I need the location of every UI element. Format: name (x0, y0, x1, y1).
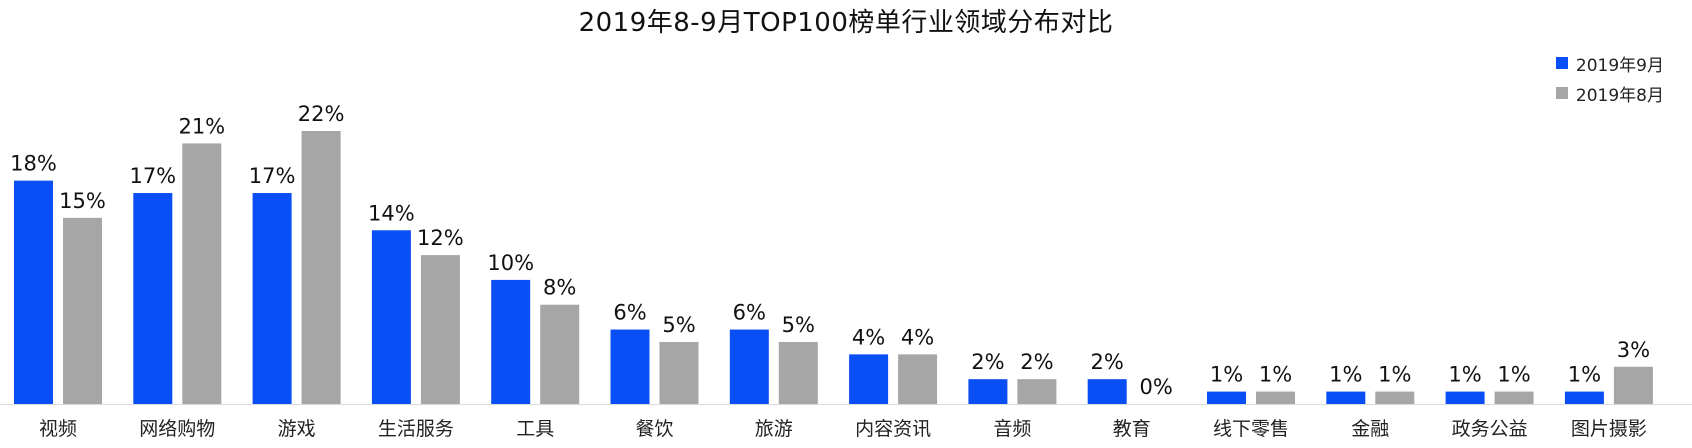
category-label-5: 餐饮 (635, 418, 673, 440)
data-label-aug-10: 1% (1259, 363, 1292, 387)
data-label-aug-8: 2% (1020, 350, 1053, 374)
bar-aug-4 (540, 304, 580, 404)
data-label-aug-13: 3% (1617, 338, 1650, 362)
data-label-sep-3: 14% (368, 201, 415, 225)
data-label-sep-7: 4% (852, 325, 885, 349)
legend-item-sep: 2019年9月 (1555, 48, 1664, 78)
data-label-aug-1: 21% (178, 114, 225, 138)
data-label-sep-12: 1% (1448, 363, 1481, 387)
legend-item-aug: 2019年8月 (1555, 78, 1664, 108)
bar-aug-3 (420, 255, 460, 404)
bar-sep-0 (14, 180, 53, 404)
data-label-sep-4: 10% (487, 251, 534, 275)
category-label-1: 网络购物 (139, 418, 215, 440)
category-label-6: 旅游 (755, 418, 793, 440)
data-label-sep-11: 1% (1329, 363, 1362, 387)
category-label-2: 游戏 (278, 418, 316, 440)
category-label-3: 生活服务 (378, 418, 454, 440)
bar-aug-0 (63, 217, 102, 404)
legend-label-aug: 2019年8月 (1575, 85, 1664, 106)
bar-aug-5 (659, 341, 699, 404)
bar-aug-7 (898, 354, 938, 404)
data-label-sep-10: 1% (1210, 363, 1243, 387)
bar-sep-1 (133, 193, 173, 404)
bar-sep-3 (371, 230, 411, 404)
data-label-aug-0: 15% (59, 189, 106, 213)
data-label-aug-11: 1% (1378, 363, 1411, 387)
data-label-sep-1: 17% (129, 164, 176, 188)
bar-aug-8 (1017, 379, 1057, 404)
category-label-0: 视频 (39, 418, 77, 440)
bar-sep-10 (1207, 391, 1246, 404)
bar-sep-7 (849, 354, 889, 404)
data-label-sep-5: 6% (613, 301, 646, 325)
bar-sep-2 (252, 193, 292, 404)
bar-sep-9 (1087, 379, 1127, 404)
bar-sep-8 (968, 379, 1008, 404)
data-label-aug-2: 22% (298, 102, 345, 126)
legend-label-sep: 2019年9月 (1575, 55, 1664, 76)
legend: 2019年9月 2019年8月 (1555, 48, 1664, 108)
legend-swatch-sep (1555, 57, 1568, 69)
data-label-aug-3: 12% (417, 226, 464, 250)
data-label-aug-6: 5% (782, 313, 815, 337)
data-label-aug-5: 5% (662, 313, 695, 337)
bar-aug-10 (1256, 391, 1295, 404)
data-label-sep-0: 18% (10, 152, 57, 176)
data-label-sep-8: 2% (971, 350, 1004, 374)
data-label-sep-9: 2% (1091, 350, 1124, 374)
bar-aug-12 (1494, 391, 1534, 404)
legend-swatch-aug (1555, 87, 1568, 99)
category-label-4: 工具 (516, 418, 554, 440)
chart-title: 2019年8-9月TOP100榜单行业领域分布对比 (578, 8, 1114, 38)
bar-sep-4 (491, 279, 531, 404)
category-label-9: 教育 (1113, 418, 1151, 440)
category-label-12: 政务公益 (1452, 418, 1528, 440)
bar-aug-2 (301, 131, 341, 404)
data-label-aug-12: 1% (1497, 363, 1530, 387)
data-label-aug-4: 8% (543, 276, 576, 300)
data-label-sep-2: 17% (249, 164, 296, 188)
bar-aug-13 (1613, 366, 1653, 404)
data-label-aug-7: 4% (901, 325, 934, 349)
category-label-10: 线下零售 (1213, 418, 1289, 440)
data-label-aug-9: 0% (1140, 375, 1173, 399)
category-label-8: 音频 (993, 418, 1031, 440)
category-label-13: 图片摄影 (1571, 418, 1647, 440)
bar-sep-11 (1326, 391, 1366, 404)
bar-aug-1 (182, 143, 222, 404)
bar-aug-11 (1375, 391, 1415, 404)
bar-sep-13 (1564, 391, 1604, 404)
data-label-sep-13: 1% (1568, 363, 1601, 387)
bar-sep-12 (1445, 391, 1485, 404)
bar-aug-6 (778, 341, 818, 404)
category-label-11: 金融 (1351, 418, 1389, 440)
data-label-sep-6: 6% (733, 301, 766, 325)
bar-sep-5 (610, 329, 650, 404)
bar-sep-6 (729, 329, 769, 404)
category-label-7: 内容资讯 (855, 418, 931, 440)
